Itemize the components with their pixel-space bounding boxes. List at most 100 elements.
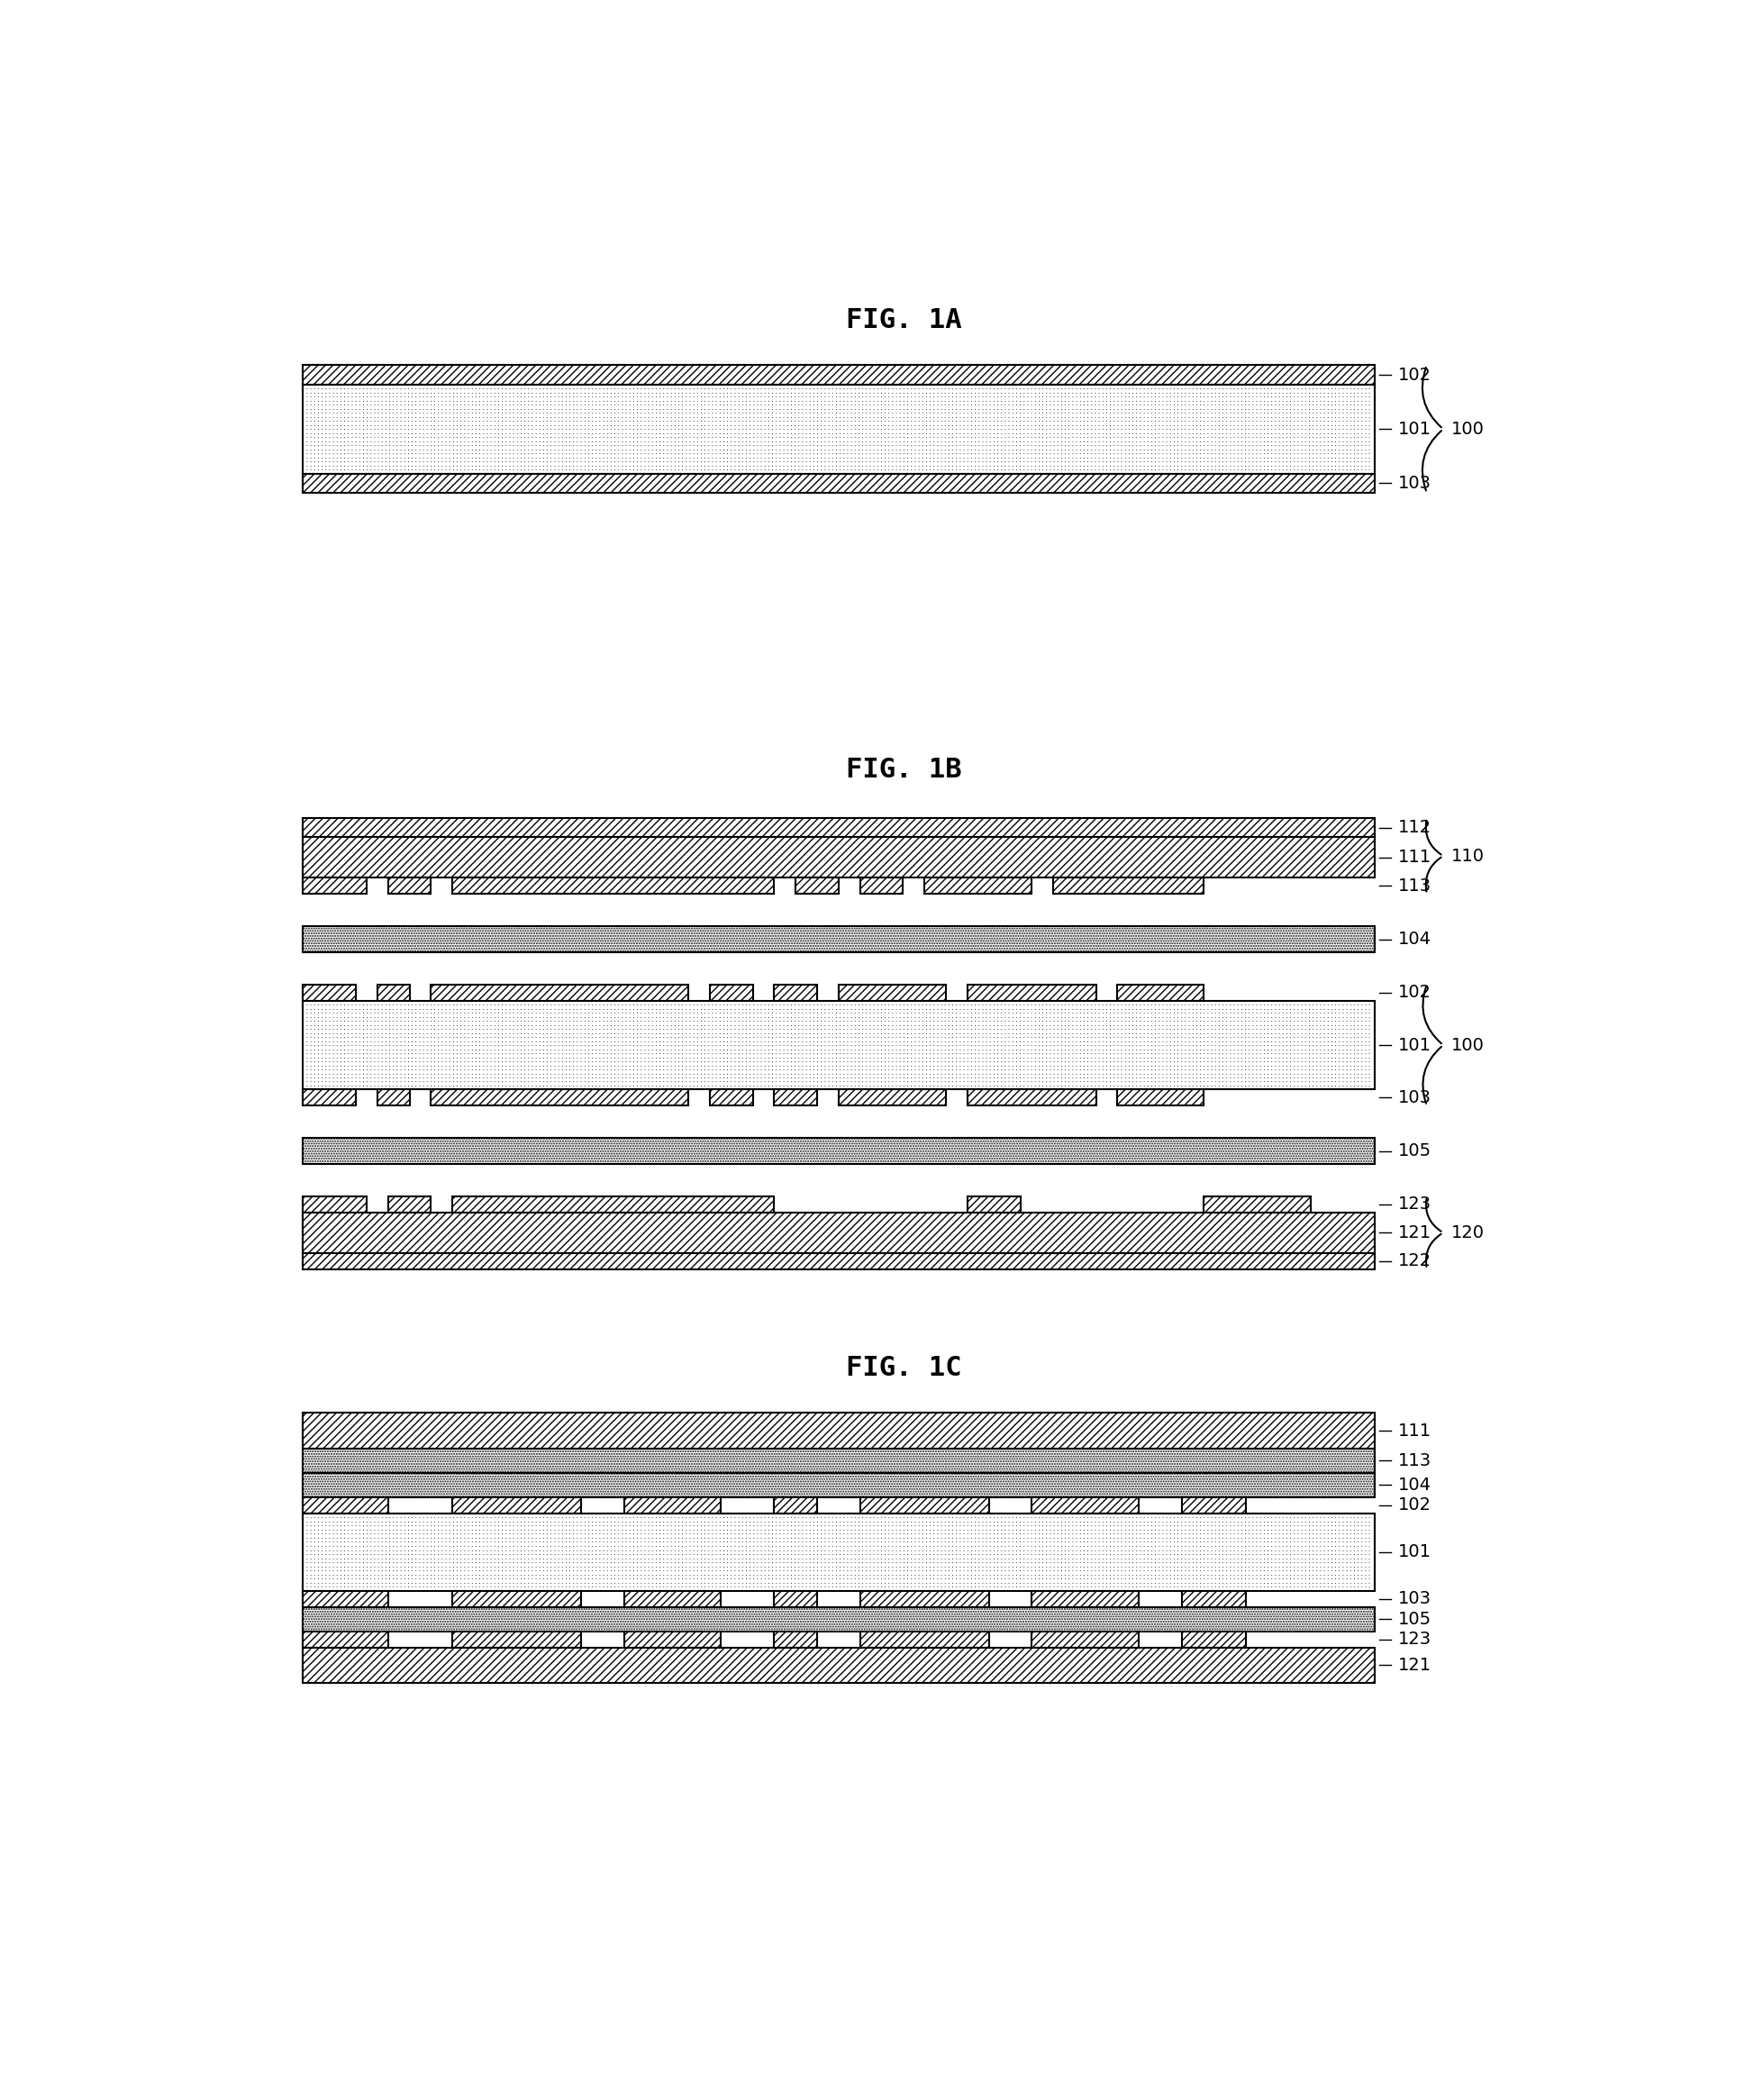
Bar xyxy=(303,1472,1375,1497)
Text: 121: 121 xyxy=(1398,1657,1432,1674)
Bar xyxy=(710,985,753,1002)
Bar xyxy=(795,878,839,895)
Bar xyxy=(860,1592,989,1606)
Bar xyxy=(303,1138,1375,1163)
Bar xyxy=(303,838,1375,878)
Bar xyxy=(1181,1632,1246,1648)
Bar xyxy=(774,1497,818,1514)
Bar xyxy=(303,472,1375,494)
Bar xyxy=(924,878,1031,895)
Bar xyxy=(432,985,689,1002)
Text: 103: 103 xyxy=(1398,1090,1432,1107)
Bar xyxy=(1118,985,1204,1002)
Bar xyxy=(968,1197,1021,1212)
Bar xyxy=(710,1090,753,1107)
Text: 105: 105 xyxy=(1398,1611,1432,1628)
Bar xyxy=(453,878,774,895)
Bar xyxy=(710,1090,753,1107)
Bar xyxy=(1181,1592,1246,1606)
Bar xyxy=(968,1197,1021,1212)
Bar xyxy=(303,1632,388,1648)
Bar xyxy=(839,985,947,1002)
Bar xyxy=(1031,1632,1139,1648)
Bar xyxy=(303,1197,367,1212)
Bar xyxy=(1118,1090,1204,1107)
Bar xyxy=(1181,1497,1246,1514)
Text: FIG. 1A: FIG. 1A xyxy=(846,307,961,334)
Text: 123: 123 xyxy=(1398,1195,1432,1214)
Bar xyxy=(432,1090,689,1107)
Bar xyxy=(968,1090,1097,1107)
Bar xyxy=(860,1632,989,1648)
Bar xyxy=(303,1592,388,1606)
Bar xyxy=(303,472,1375,494)
Text: FIG. 1C: FIG. 1C xyxy=(846,1355,961,1382)
Text: 102: 102 xyxy=(1398,365,1432,384)
Bar xyxy=(1031,1497,1139,1514)
Bar xyxy=(624,1592,721,1606)
Bar xyxy=(774,1497,818,1514)
Bar xyxy=(303,985,356,1002)
Bar xyxy=(839,1090,947,1107)
Bar xyxy=(1031,1497,1139,1514)
Text: 113: 113 xyxy=(1398,1451,1432,1470)
Bar xyxy=(795,878,839,895)
Text: 110: 110 xyxy=(1451,848,1484,865)
Bar xyxy=(388,1197,432,1212)
Bar xyxy=(453,1632,582,1648)
Bar xyxy=(432,985,689,1002)
Bar xyxy=(303,1497,388,1514)
Bar xyxy=(860,1497,989,1514)
Text: 100: 100 xyxy=(1451,1037,1484,1054)
Bar xyxy=(1053,878,1204,895)
Text: 123: 123 xyxy=(1398,1632,1432,1648)
Bar xyxy=(303,1212,1375,1254)
Bar xyxy=(453,1592,582,1606)
Text: 103: 103 xyxy=(1398,475,1432,491)
Bar xyxy=(303,985,356,1002)
Bar xyxy=(1204,1197,1310,1212)
Text: 113: 113 xyxy=(1398,878,1432,895)
Text: 120: 120 xyxy=(1451,1224,1484,1241)
Bar xyxy=(388,1197,432,1212)
Bar xyxy=(1181,1497,1246,1514)
Bar xyxy=(303,817,1375,838)
Bar xyxy=(1181,1592,1246,1606)
Bar xyxy=(453,1592,582,1606)
Bar xyxy=(1204,1197,1310,1212)
Bar xyxy=(839,985,947,1002)
Bar xyxy=(453,1497,582,1514)
Bar xyxy=(453,1197,774,1212)
Bar xyxy=(624,1497,721,1514)
Bar xyxy=(624,1497,721,1514)
Text: 104: 104 xyxy=(1398,930,1432,947)
Bar xyxy=(303,1606,1375,1632)
Bar xyxy=(710,985,753,1002)
Bar xyxy=(839,1090,947,1107)
Bar xyxy=(303,1002,1375,1090)
Bar xyxy=(303,1632,388,1648)
Bar xyxy=(303,926,1375,951)
Bar xyxy=(303,1648,1375,1682)
Bar xyxy=(774,1592,818,1606)
Bar xyxy=(303,1514,1375,1592)
Bar xyxy=(303,926,1375,951)
Bar xyxy=(453,1197,774,1212)
Bar xyxy=(624,1632,721,1648)
Bar xyxy=(303,1413,1375,1449)
Bar xyxy=(303,1090,356,1107)
Bar xyxy=(303,878,367,895)
Bar xyxy=(774,985,818,1002)
Bar xyxy=(303,365,1375,384)
Text: 101: 101 xyxy=(1398,1544,1432,1560)
Bar xyxy=(377,985,409,1002)
Text: FIG. 1B: FIG. 1B xyxy=(846,756,961,783)
Bar xyxy=(1181,1632,1246,1648)
Bar xyxy=(303,1449,1375,1472)
Bar xyxy=(432,1090,689,1107)
Bar xyxy=(860,1497,989,1514)
Text: 104: 104 xyxy=(1398,1476,1432,1493)
Bar xyxy=(303,1648,1375,1682)
Bar xyxy=(377,1090,409,1107)
Bar xyxy=(968,985,1097,1002)
